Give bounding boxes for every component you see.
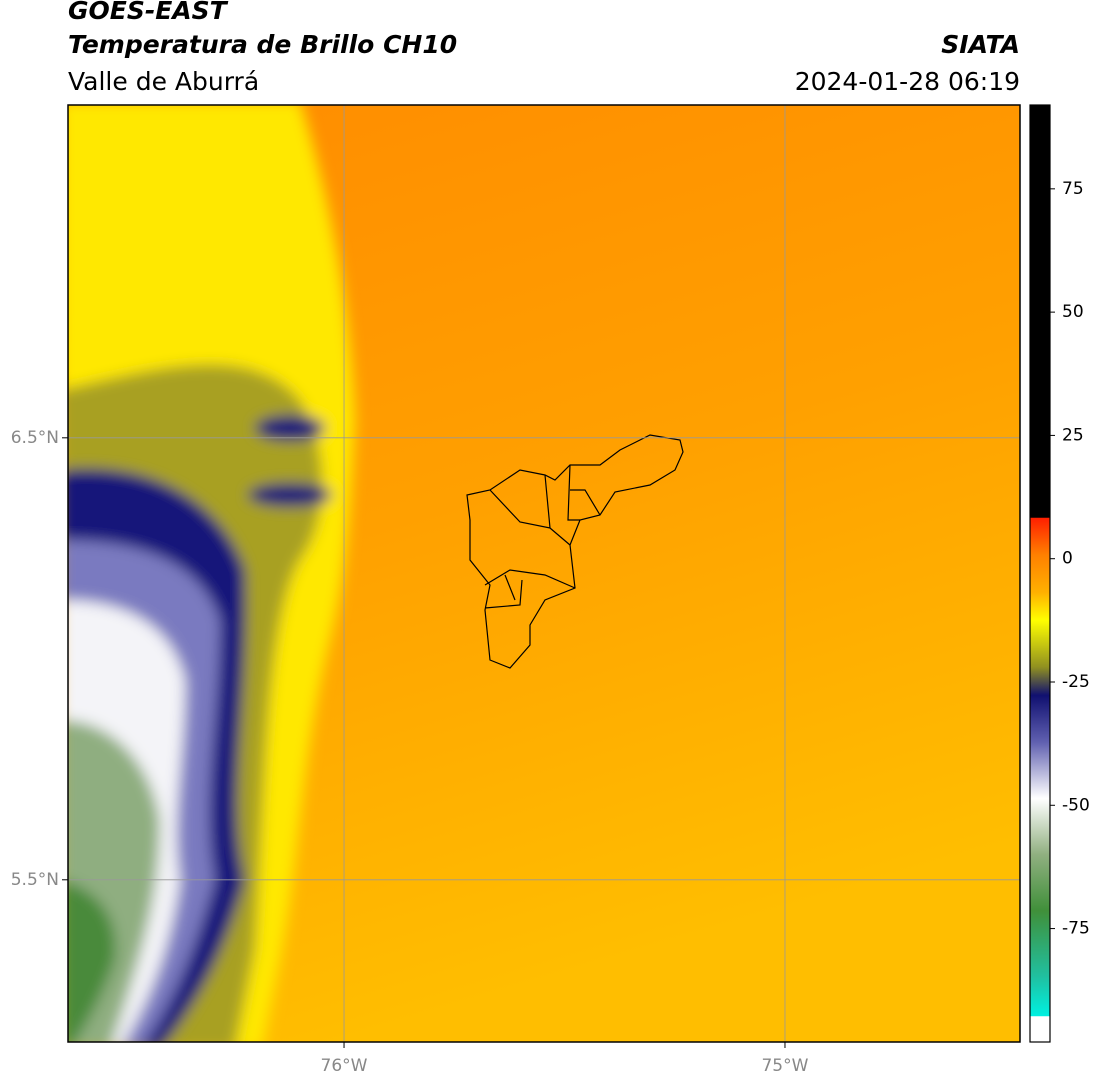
colorbar-tick-label: -50 [1062, 795, 1090, 815]
datetime: 2024-01-28 06:19 [795, 67, 1020, 96]
subtitle: Temperatura de Brillo CH10 [68, 30, 457, 59]
colorbar-tick-label: 0 [1062, 549, 1073, 569]
municipality-boundaries [466, 434, 684, 669]
colorbar [1029, 104, 1051, 1043]
map-frame [67, 104, 1021, 1043]
lat-tick-label: 5.5°N [11, 870, 59, 890]
colorbar-tick-label: 50 [1062, 302, 1084, 322]
colorbar-tick-label: 25 [1062, 425, 1084, 445]
colorbar-tick-label: -25 [1062, 672, 1090, 692]
colorbar-tick-label: 75 [1062, 179, 1084, 199]
title: GOES-EAST [68, 0, 229, 25]
colorbar-tick-label: -75 [1062, 919, 1090, 939]
satellite-image [68, 105, 1020, 1042]
region: Valle de Aburrá [68, 67, 259, 96]
source: SIATA [941, 30, 1020, 59]
lon-tick-label: 75°W [761, 1056, 808, 1076]
cloud-cell [255, 415, 325, 441]
lat-tick-label: 6.5°N [11, 428, 59, 448]
lon-tick-label: 76°W [321, 1056, 368, 1076]
cold-cloud-5 [68, 882, 116, 1042]
cloud-cell [248, 483, 332, 507]
